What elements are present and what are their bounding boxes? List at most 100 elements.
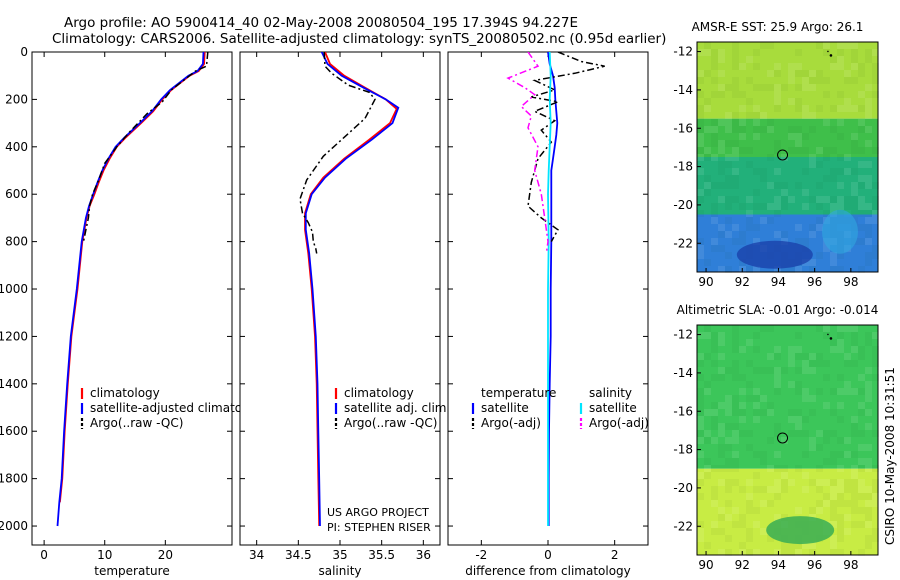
heatmap-cell <box>725 266 732 273</box>
heatmap-cell <box>711 140 718 147</box>
heatmap-cell <box>816 325 823 332</box>
heatmap-cell <box>697 119 704 126</box>
heatmap-cell <box>704 353 711 360</box>
heatmap-cell <box>837 549 844 556</box>
heatmap-cell <box>753 507 760 514</box>
heatmap-cell <box>851 203 858 210</box>
track-dot <box>827 333 829 336</box>
heatmap-cell <box>865 332 872 339</box>
heatmap-cell <box>809 549 816 556</box>
heatmap-cell <box>809 126 816 133</box>
heatmap-cell <box>732 119 739 126</box>
heatmap-cell <box>795 126 802 133</box>
x-tick-label: -2 <box>475 548 487 562</box>
heatmap-cell <box>830 63 837 70</box>
y-tick-label: 1200 <box>0 329 28 343</box>
heatmap-cell <box>732 77 739 84</box>
heatmap-cell <box>732 521 739 528</box>
legend-label: satellite-adjusted climatology <box>90 401 268 415</box>
heatmap-cell <box>858 182 865 189</box>
heatmap-cell <box>802 367 809 374</box>
heatmap-cell <box>802 472 809 479</box>
heatmap-cell <box>844 196 851 203</box>
heatmap-cell <box>823 49 830 56</box>
heatmap-cell <box>858 63 865 70</box>
heatmap-cell <box>711 203 718 210</box>
heatmap-cell <box>837 42 844 49</box>
heatmap-cell <box>753 521 760 528</box>
heatmap-cell <box>732 465 739 472</box>
header-line-1: Argo profile: AO 5900414_40 02-May-2008 … <box>64 15 578 31</box>
heatmap-cell <box>823 210 830 217</box>
heatmap-cell <box>823 42 830 49</box>
heatmap-cell <box>816 360 823 367</box>
heatmap-cell <box>851 77 858 84</box>
map-title: Altimetric SLA: -0.01 Argo: -0.014 <box>677 303 879 317</box>
heatmap-cell <box>872 252 879 259</box>
heatmap-cell <box>711 332 718 339</box>
heatmap-cell <box>872 245 879 252</box>
heatmap-cell <box>809 409 816 416</box>
heatmap-cell <box>781 189 788 196</box>
heatmap-cell <box>704 189 711 196</box>
heatmap-cell <box>711 423 718 430</box>
heatmap-cell <box>725 402 732 409</box>
heatmap-cell <box>746 395 753 402</box>
heatmap-cell <box>732 367 739 374</box>
heatmap-cell <box>739 133 746 140</box>
heatmap-cell <box>816 444 823 451</box>
heatmap-cell <box>816 479 823 486</box>
heatmap-cell <box>809 437 816 444</box>
heatmap-cell <box>851 63 858 70</box>
heatmap-cell <box>753 402 760 409</box>
heatmap-cell <box>725 514 732 521</box>
heatmap-cell <box>697 374 704 381</box>
heatmap-cell <box>851 416 858 423</box>
x-tick-label: 0 <box>544 548 552 562</box>
heatmap-cell <box>788 479 795 486</box>
heatmap-cell <box>858 266 865 273</box>
heatmap-cell <box>837 119 844 126</box>
heatmap-cell <box>753 84 760 91</box>
heatmap-cell <box>858 91 865 98</box>
heatmap-cell <box>830 535 837 542</box>
heatmap-cell <box>732 112 739 119</box>
x-tick-label: 34 <box>249 548 264 562</box>
x-tick-label: 20 <box>158 548 173 562</box>
heatmap-cell <box>718 402 725 409</box>
heatmap-cell <box>697 168 704 175</box>
heatmap-cell <box>746 224 753 231</box>
y-tick-label: 200 <box>5 92 28 106</box>
heatmap-cell <box>858 465 865 472</box>
x-tick-label: 35.5 <box>368 548 395 562</box>
heatmap-cell <box>711 210 718 217</box>
heatmap-cell <box>704 381 711 388</box>
heatmap-cell <box>837 154 844 161</box>
heatmap-cell <box>753 105 760 112</box>
heatmap-band <box>697 118 878 157</box>
legend-title: temperature <box>481 386 556 400</box>
legend-label: climatology <box>90 386 160 400</box>
heatmap-cell <box>823 402 830 409</box>
heatmap-cell <box>774 231 781 238</box>
heatmap-cell <box>767 486 774 493</box>
heatmap-cell <box>753 133 760 140</box>
side-label: CSIRO 10-May-2008 10:31:51 <box>883 367 897 545</box>
track-dot <box>827 50 829 53</box>
heatmap-cell <box>844 325 851 332</box>
panel-sst-map: AMSR-E SST: 25.9 Argo: 26.1 90 92 94 96 98 -12… <box>673 20 879 289</box>
heatmap-cell <box>872 63 879 70</box>
heatmap-cell <box>795 238 802 245</box>
heatmap-cell <box>774 465 781 472</box>
panel-difference: -2 0 2 difference from climatology temperatu… <box>447 51 649 578</box>
x-tick-label: 98 <box>843 275 858 289</box>
heatmap-cell <box>844 486 851 493</box>
heatmap-cell <box>725 196 732 203</box>
heatmap-cell <box>865 231 872 238</box>
heatmap-cell <box>851 472 858 479</box>
y-tick-label: -18 <box>673 160 693 174</box>
heatmap-cell <box>746 266 753 273</box>
heatmap-cell <box>809 259 816 266</box>
heatmap-cell <box>823 430 830 437</box>
heatmap-cell <box>718 451 725 458</box>
